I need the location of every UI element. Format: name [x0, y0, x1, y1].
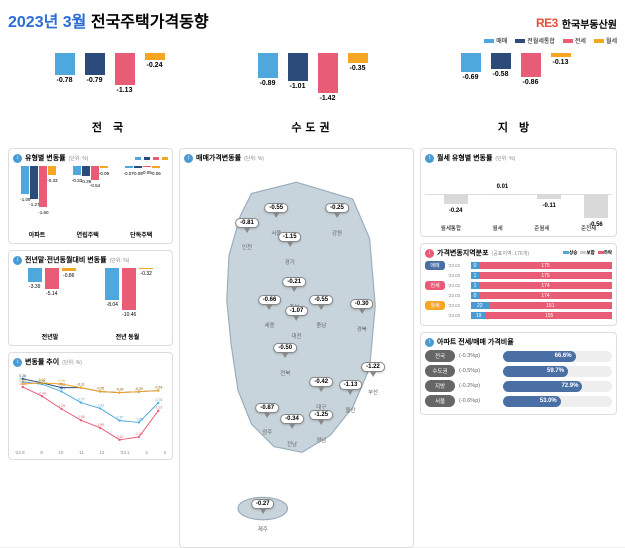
svg-text:-0.24: -0.24: [154, 386, 162, 390]
svg-text:-1.13: -1.13: [154, 406, 162, 410]
svg-text:0.05: 0.05: [19, 379, 26, 383]
top-bar-charts: -0.78-0.79-1.13-0.24전 국-0.89-1.01-1.42-0…: [8, 47, 617, 142]
svg-text:-0.11: -0.11: [77, 383, 85, 387]
svg-text:-1.05: -1.05: [58, 404, 66, 408]
svg-text:-1.55: -1.55: [77, 415, 85, 419]
svg-text:0.05: 0.05: [58, 379, 65, 383]
svg-text:-0.33: -0.33: [116, 388, 124, 392]
svg-text:-1.89: -1.89: [96, 423, 104, 427]
monthly-rent-panel: ↕월세 유형별 변동률(단위: %) -0.240.01-0.11-0.56 월…: [420, 148, 617, 237]
svg-text:0.28: 0.28: [19, 374, 26, 378]
svg-text:-1.57: -1.57: [116, 416, 124, 420]
svg-text:-0.49: -0.49: [38, 391, 46, 395]
type-panel: ↕유형별 변동률(단위: %) -1.09-1.27-1.60-0.33-0.3…: [8, 148, 173, 244]
svg-text:-0.77: -0.77: [77, 398, 85, 402]
page-title: 2023년 3월 전국주택가격동향: [8, 8, 209, 32]
svg-text:-0.78: -0.78: [154, 398, 162, 402]
top-legend: 매매 전월세통합 전세 월세: [8, 36, 617, 45]
svg-text:-2.29: -2.29: [135, 432, 143, 436]
logo: RE3 한국부동산원: [536, 16, 617, 31]
svg-text:0.10: 0.10: [39, 378, 46, 382]
svg-text:-0.29: -0.29: [135, 387, 143, 391]
map-panel: ↕매매가격변동률(단위: %) -0.81인천-0.55서울-1.15경기-0.…: [179, 148, 414, 548]
svg-text:-0.28: -0.28: [96, 387, 104, 391]
dist-panel: ↕가격변동지역분포(공표지역: 176개) 상승 보합 하락 매매'23.020…: [420, 243, 617, 326]
svg-text:-1.03: -1.03: [96, 403, 104, 407]
svg-text:-2.42: -2.42: [116, 435, 124, 439]
ratio-panel: ↕아파트 전세/매매 가격비율 전국(-0.3%p)66.6%수도권(-0.5%…: [420, 332, 617, 415]
svg-text:-1.65: -1.65: [135, 417, 143, 421]
trend-panel: ↕변동률 추이(단위: %) 0.150.04-0.28-0.77-1.03-1…: [8, 352, 173, 460]
yoy-panel: ↕전년말·전년동월대비 변동률(단위: %) -3.39-5.14-0.86-8…: [8, 250, 173, 346]
